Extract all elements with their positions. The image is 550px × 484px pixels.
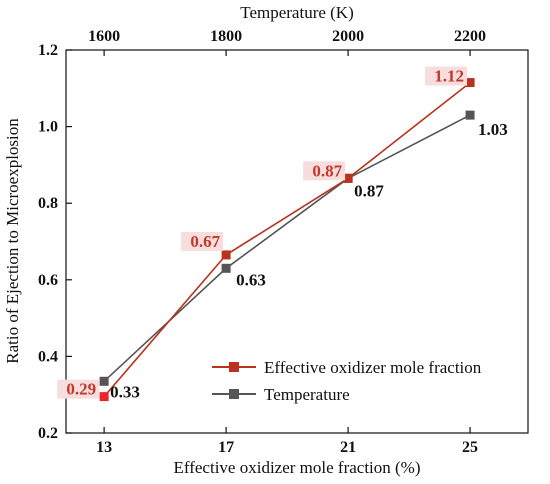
data-label-temperature: 1.03 [478,120,508,139]
series-0-point [221,250,231,260]
x-tick-label: 13 [96,439,112,456]
data-label-bg [303,161,346,181]
top-tick-label: 1800 [210,28,242,45]
top-axis-ticks: 1600 1800 2000 2200 [88,28,486,56]
data-labels-layer: 0.29 0.67 0.87 1.12 0.33 0.63 0.87 1.03 [57,66,508,401]
top-axis-title: Temperature (K) [240,3,354,22]
series-0-point [343,173,353,183]
data-label-oxidizer: 1.12 [434,67,464,86]
data-label-temperature: 0.63 [236,270,266,289]
x-tick-label: 21 [340,439,356,456]
data-label-temperature: 0.87 [354,181,384,200]
series-line-0 [103,81,471,398]
legend: Effective oxidizer mole fraction Tempera… [212,358,482,404]
y-tick-label: 0.8 [38,195,58,212]
x-axis-ticks: 13 17 21 25 [96,427,478,456]
data-label-bg [57,379,100,399]
y-tick-label: 1.2 [38,42,58,59]
x-tick-label: 25 [462,439,478,456]
top-tick-label: 1600 [88,28,120,45]
x-tick-label: 17 [218,439,234,456]
legend-marker-oxidizer [229,362,239,372]
series-layer [99,78,475,402]
data-label-temperature: 0.33 [110,382,140,401]
data-label-bg [425,66,468,86]
y-axis-title: Ratio of Ejection to Microexplosion [3,118,22,364]
series-1-point [221,263,231,273]
legend-label-temperature: Temperature [264,385,350,404]
legend-label-oxidizer: Effective oxidizer mole fraction [264,358,482,377]
y-tick-label: 0.6 [38,272,58,289]
y-tick-label: 1.0 [38,119,58,136]
data-label-oxidizer: 0.87 [312,161,342,180]
series-0-point [99,392,109,402]
data-label-oxidizer: 0.67 [190,232,220,251]
data-label-oxidizer: 0.29 [66,380,96,399]
y-tick-label: 0.4 [38,348,58,365]
data-label-bg [181,231,224,251]
plot-frame [65,49,529,434]
series-1-point [99,376,109,386]
series-line-1 [103,114,471,382]
top-tick-label: 2200 [454,28,486,45]
series-1-point [465,110,475,120]
legend-marker-temperature [229,389,239,399]
y-tick-label: 0.2 [38,425,58,442]
top-tick-label: 2000 [332,28,364,45]
y-axis-ticks: 0.2 0.4 0.6 0.8 1.0 1.2 [38,42,72,442]
x-axis-title: Effective oxidizer mole fraction (%) [173,458,420,477]
series-0-point [465,78,475,88]
